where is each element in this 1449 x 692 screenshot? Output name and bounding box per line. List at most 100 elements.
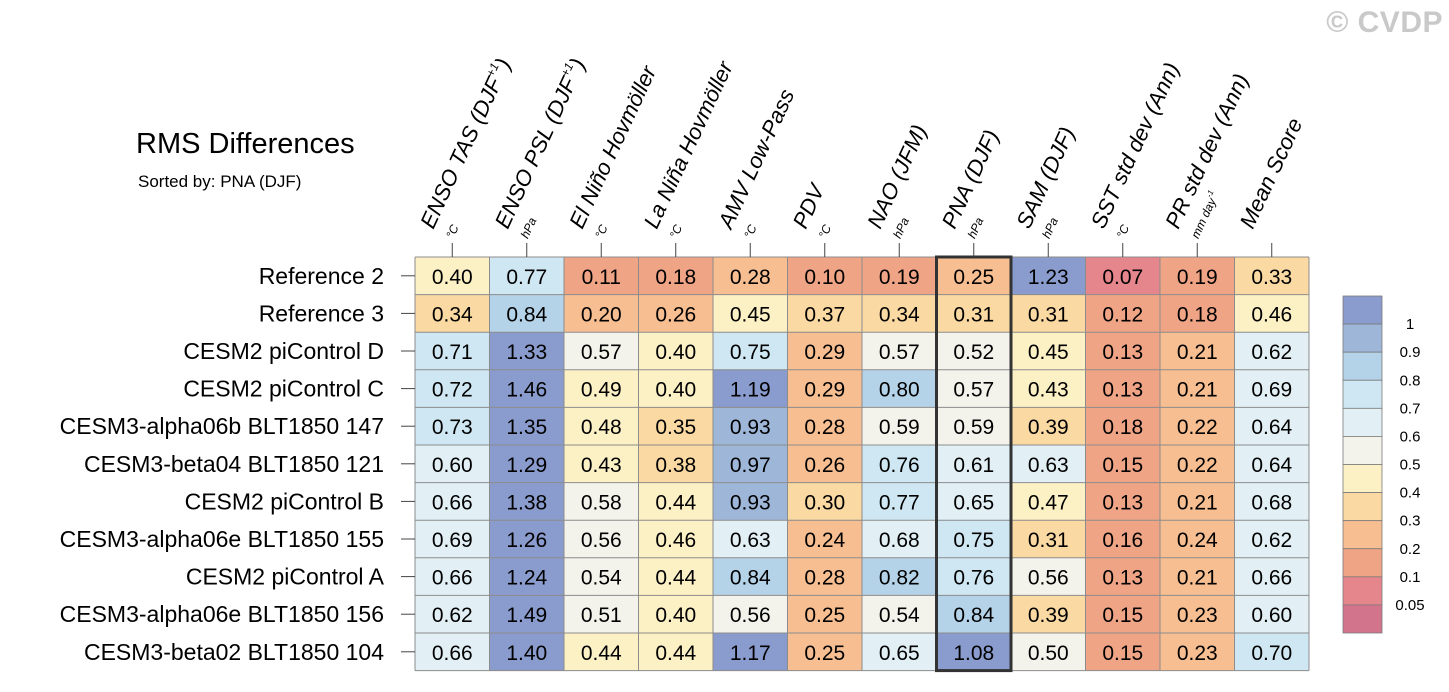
colorbar-label: 0.8 [1400, 372, 1421, 389]
cell-value: 0.11 [582, 266, 621, 289]
column-name-text: Mean Score [1235, 114, 1308, 232]
column-name: NAO (JFM) [862, 121, 932, 232]
heatmap-cell [787, 407, 862, 445]
cell-value: 0.45 [1028, 341, 1069, 364]
heatmap-cell [787, 332, 862, 370]
cell-value: 0.56 [581, 529, 622, 552]
heatmap-cell [415, 369, 490, 408]
cell-value: 0.64 [1251, 416, 1292, 439]
heatmap-cell [1234, 407, 1309, 445]
cell-value: 0.19 [879, 266, 920, 289]
cell-value: 1.49 [506, 604, 547, 627]
heatmap-cell [489, 369, 564, 408]
cell-value: 0.66 [432, 567, 473, 590]
heatmap-cell [564, 482, 639, 521]
cell-value: 0.62 [1251, 529, 1292, 552]
cell-value: 0.77 [879, 491, 920, 514]
heatmap-cell [415, 294, 490, 333]
colorbar-label: 0.3 [1400, 513, 1421, 530]
heatmap-cell [415, 407, 490, 445]
cell-value: 0.15 [1102, 454, 1143, 477]
colorbar-label: 0.9 [1400, 344, 1421, 361]
column-unit-text: hPa [1039, 215, 1061, 241]
cell-value: 1.33 [506, 341, 547, 364]
cell-value: 0.66 [432, 491, 473, 514]
column-unit-text: °C [1114, 222, 1133, 240]
column-unit-superscript: -1 [1204, 189, 1215, 199]
cell-value: 0.44 [655, 567, 696, 590]
cell-value: 1.26 [506, 529, 547, 552]
column-name-text: ENSO TAS (DJF [415, 72, 507, 232]
cell-value: 0.59 [879, 416, 920, 439]
colorbar-bin [1342, 464, 1383, 493]
heatmap-cell [862, 445, 937, 483]
heatmap-cell [787, 445, 862, 483]
heatmap-cell [862, 520, 937, 558]
cell-value: 0.58 [581, 491, 622, 514]
cell-value: 0.45 [730, 303, 771, 326]
heatmap-cell [936, 332, 1011, 370]
heatmap-cell [713, 407, 788, 445]
cell-value: 1.35 [506, 416, 547, 439]
column-unit: °C [667, 222, 686, 240]
heatmap-cell [638, 407, 713, 445]
cell-value: 0.10 [804, 266, 845, 289]
heatmap-cell [638, 294, 713, 333]
heatmap-cell [1234, 332, 1309, 370]
column-name-text: AMV Low-Pass [712, 85, 799, 234]
column-unit-text: °C [741, 222, 760, 240]
cell-value: 0.28 [730, 266, 771, 289]
cell-value: 1.46 [506, 379, 547, 402]
cell-value: 0.82 [879, 567, 920, 590]
cell-value: 0.22 [1177, 416, 1218, 439]
column-label: SAM (DJF)hPa [1011, 123, 1080, 241]
cell-value: 0.39 [1028, 604, 1069, 627]
heatmap-cell [638, 633, 713, 671]
heatmap-cell [713, 633, 788, 671]
chart-title: RMS Differences [136, 128, 355, 160]
heatmap-cell [564, 633, 639, 671]
heatmap-cell [1160, 294, 1235, 333]
column-name: AMV Low-Pass [712, 85, 799, 234]
heatmap-cell [1085, 332, 1160, 370]
cell-value: 0.44 [655, 491, 696, 514]
column-unit-text: °C [667, 222, 686, 240]
cell-value: 0.66 [1251, 567, 1292, 590]
heatmap-cell [1085, 369, 1160, 408]
heatmap-cell [489, 520, 564, 558]
heatmap-cell [415, 557, 490, 596]
heatmap-cell [564, 332, 639, 370]
heatmap-cell [1011, 633, 1086, 671]
heatmap-cell [862, 595, 937, 633]
heatmap-cell [862, 332, 937, 370]
colorbar-bin [1342, 604, 1383, 634]
cell-value: 0.18 [1177, 303, 1218, 326]
heatmap-cell [1085, 557, 1160, 596]
column-unit: hPa [890, 215, 912, 241]
cell-value: 0.40 [655, 379, 696, 402]
colorbar-bin [1342, 492, 1383, 522]
heatmap-cell [713, 482, 788, 521]
heatmap-cell [862, 557, 937, 596]
column-unit: °C [592, 222, 611, 240]
cell-value: 0.46 [655, 529, 696, 552]
chart-subtitle: Sorted by: PNA (DJF) [138, 172, 302, 191]
heatmap-cell [489, 633, 564, 671]
cell-value: 0.70 [1251, 642, 1292, 665]
heatmap-cell [862, 257, 937, 295]
heatmap-cell [787, 557, 862, 596]
cell-value: 0.31 [1028, 303, 1069, 326]
heatmap-cell [787, 369, 862, 408]
colorbar-label: 0.5 [1400, 457, 1421, 474]
cell-value: 0.18 [655, 266, 696, 289]
cell-value: 0.21 [1177, 341, 1218, 364]
cell-value: 0.29 [804, 341, 845, 364]
cell-value: 0.97 [730, 454, 771, 477]
heatmap-cell [936, 595, 1011, 633]
heatmap-cell [415, 595, 490, 633]
colorbar-bin [1342, 323, 1383, 353]
cell-value: 0.50 [1028, 642, 1069, 665]
heatmap-cell [415, 520, 490, 558]
cell-value: 0.66 [432, 642, 473, 665]
